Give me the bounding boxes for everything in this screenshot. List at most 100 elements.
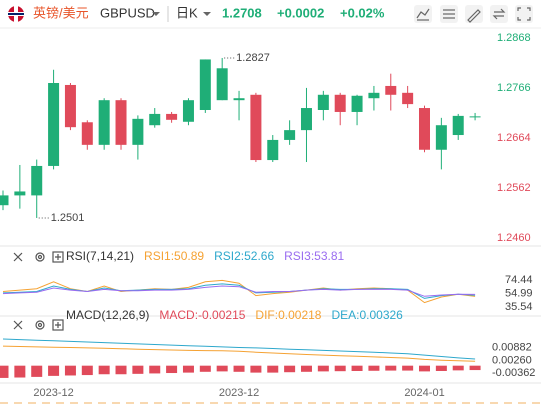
max-annotation: 1.2827: [236, 52, 270, 64]
y-tick-label: 1.2868: [497, 32, 531, 44]
indicator-line: [2, 283, 476, 299]
candle-body: [98, 100, 110, 145]
macd-bar: [64, 365, 76, 376]
candle-body: [452, 115, 464, 136]
candle-body: [419, 108, 430, 150]
candle-body: [149, 113, 161, 126]
settings-button[interactable]: [440, 5, 458, 23]
draw-button[interactable]: [465, 5, 483, 23]
candle-body: [64, 84, 76, 128]
y-tick-label: -0.00362: [492, 367, 535, 379]
legend-entry: RSI3:53.81: [284, 249, 344, 263]
macd-bar: [233, 365, 245, 372]
y-tick-label: 1.2766: [497, 82, 531, 94]
macd-bar: [351, 365, 363, 371]
toggle-button[interactable]: [490, 5, 508, 23]
y-tick-label: 1.2562: [497, 182, 531, 194]
price-change: +0.0002: [277, 5, 324, 20]
macd-bar: [368, 365, 380, 371]
candle-body: [115, 100, 127, 145]
macd-bar: [149, 365, 161, 374]
macd-bar: [300, 365, 312, 372]
candle-body: [435, 125, 447, 150]
candle-body: [267, 139, 279, 161]
candle-body: [199, 59, 211, 110]
candle-body: [250, 94, 262, 161]
macd-bar: [267, 365, 279, 373]
candle-body: [402, 92, 414, 105]
legend-entry: RSI1:50.89: [144, 249, 204, 263]
symbol[interactable]: GBPUSD: [100, 5, 155, 20]
y-tick-label: 1.2460: [497, 232, 531, 244]
candle-body: [233, 98, 245, 101]
macd-bar: [81, 365, 93, 376]
indicator-settings-button[interactable]: [35, 252, 45, 262]
indicator-line: [2, 345, 476, 362]
macd-bar: [402, 365, 414, 371]
indicator-button[interactable]: [414, 5, 432, 23]
candle-body: [182, 100, 194, 122]
indicator-switch-button[interactable]: [52, 251, 64, 263]
x-tick-label: 2024-01: [404, 387, 444, 399]
legend-entry: RSI2:52.66: [214, 249, 274, 263]
close-indicator-button[interactable]: [13, 320, 23, 330]
macd-bar: [317, 365, 329, 372]
candle-body: [300, 108, 312, 131]
candle-body: [368, 92, 380, 99]
y-tick-label: 0.00882: [492, 342, 532, 354]
candle-body: [31, 165, 43, 196]
macd-bar: [469, 365, 481, 371]
candle-body: [14, 191, 26, 196]
candle-body: [317, 94, 329, 110]
last-price: 1.2708: [222, 5, 262, 20]
macd-bar: [115, 365, 127, 375]
dropdown-arrow[interactable]: [152, 12, 160, 16]
legend-entry: MACD:-0.00215: [159, 308, 245, 322]
macd-bar: [250, 365, 262, 373]
macd-bar: [385, 365, 397, 371]
legend-entry: DEA:0.00326: [331, 308, 403, 322]
pair-name[interactable]: 英镑/美元: [33, 5, 89, 20]
macd-bar: [435, 365, 447, 371]
candle-body: [351, 95, 363, 112]
indicator-line: [2, 279, 476, 304]
macd-bar: [452, 365, 464, 371]
flag-icon: [8, 6, 24, 22]
min-annotation: 1.2501: [51, 212, 85, 224]
macd-bar: [216, 365, 228, 372]
candle-body: [81, 122, 93, 145]
macd-bar: [419, 365, 430, 372]
indicator-switch-button[interactable]: [52, 319, 64, 331]
indicator-line: [2, 338, 476, 360]
macd-bar: [132, 365, 144, 374]
candle-body: [166, 113, 178, 120]
dropdown-arrow[interactable]: [203, 12, 211, 16]
indicator-title: RSI(7,14,21): [66, 249, 134, 263]
indicator-line: [2, 285, 476, 297]
macd-bar: [0, 365, 9, 378]
macd-bar: [182, 365, 194, 373]
candle-body: [0, 195, 9, 206]
candle-body: [216, 68, 228, 101]
candle-body: [385, 85, 397, 95]
macd-bar: [166, 365, 178, 374]
candle-body: [284, 130, 296, 140]
close-indicator-button[interactable]: [13, 252, 23, 262]
macd-bar: [284, 365, 296, 373]
candle-body: [334, 94, 346, 112]
x-tick-label: 2023-12: [33, 387, 73, 399]
period[interactable]: 日K: [176, 5, 198, 20]
indicator-settings-button[interactable]: [35, 320, 45, 330]
y-tick-label: 54.99: [505, 287, 533, 299]
y-tick-label: 0.00260: [492, 354, 532, 366]
x-tick-label: 2023-12: [219, 387, 259, 399]
macd-bar: [14, 365, 26, 378]
macd-bar: [199, 365, 211, 372]
fullscreen-button[interactable]: [515, 5, 533, 23]
indicator-title: MACD(12,26,9): [66, 308, 149, 322]
candle-body: [132, 118, 144, 145]
macd-bar: [334, 365, 346, 372]
candle-body: [48, 83, 60, 166]
candle-body: [469, 116, 481, 118]
